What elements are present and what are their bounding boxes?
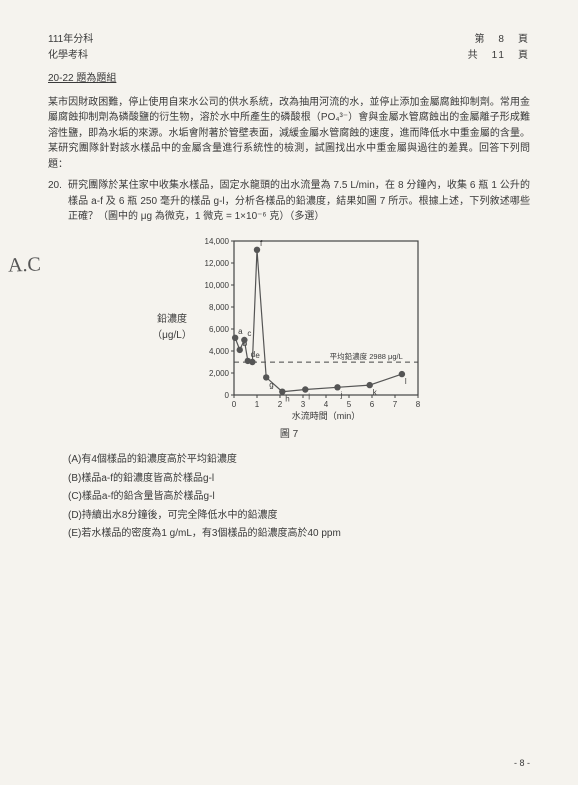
svg-text:l: l (405, 377, 407, 386)
svg-text:平均鉛濃度 2988 μg/L: 平均鉛濃度 2988 μg/L (330, 351, 403, 361)
page-footer: - 8 - (514, 757, 530, 771)
svg-text:2,000: 2,000 (209, 369, 230, 378)
option-b: (B)樣品a-f的鉛濃度皆高於樣品g-l (68, 471, 530, 487)
question-20: 20. 研究團隊於某住家中收集水樣品，固定水龍頭的出水流量為 7.5 L/min… (48, 178, 530, 225)
svg-text:8,000: 8,000 (209, 303, 230, 312)
svg-text:6,000: 6,000 (209, 325, 230, 334)
svg-text:c: c (247, 329, 251, 338)
svg-text:4,000: 4,000 (209, 347, 230, 356)
page-num: 第 8 頁 (474, 32, 530, 48)
question-text: 研究團隊於某住家中收集水樣品，固定水龍頭的出水流量為 7.5 L/min，在 8… (68, 178, 530, 225)
header-right: 第 8 頁 共 11 頁 (468, 32, 530, 63)
page-header: 111年分科 化學考科 第 8 頁 共 11 頁 (48, 32, 530, 63)
year-subject: 111年分科 (48, 32, 93, 48)
subject-name: 化學考科 (48, 48, 93, 64)
option-e: (E)若水樣品的密度為1 g/mL，有3個樣品的鉛濃度高於40 ppm (68, 526, 530, 542)
svg-text:12,000: 12,000 (204, 259, 229, 268)
figure-7: 鉛濃度 （μg/L） 02,0004,0006,0008,00010,00012… (48, 233, 530, 423)
svg-text:10,000: 10,000 (204, 281, 229, 290)
svg-text:h: h (285, 394, 289, 403)
svg-text:14,000: 14,000 (204, 237, 229, 246)
group-heading: 20-22 題為題組 (48, 71, 530, 87)
option-c: (C)樣品a-f的鉛含量皆高於樣品g-l (68, 489, 530, 505)
option-d: (D)持續出水8分鐘後，可完全降低水中的鉛濃度 (68, 508, 530, 524)
svg-text:6: 6 (370, 400, 375, 409)
option-a: (A)有4個樣品的鉛濃度高於平均鉛濃度 (68, 452, 530, 468)
svg-text:f: f (260, 238, 263, 247)
passage: 某市因財政困難，停止使用自來水公司的供水系統，改為抽用河流的水，並停止添加金屬腐… (48, 95, 530, 173)
svg-text:0: 0 (224, 391, 229, 400)
svg-text:2: 2 (278, 400, 283, 409)
chart-svg: 0 2,000 4,000 6,000 8,000 10,000 12,000 14,000 0… (196, 233, 426, 423)
header-left: 111年分科 化學考科 (48, 32, 93, 63)
svg-text:e: e (255, 351, 260, 360)
y-axis-label: 鉛濃度 （μg/L） (152, 312, 192, 343)
options: (A)有4個樣品的鉛濃度高於平均鉛濃度 (B)樣品a-f的鉛濃度皆高於樣品g-l… (68, 452, 530, 542)
svg-text:1: 1 (255, 400, 260, 409)
svg-text:3: 3 (301, 400, 306, 409)
handwritten-answer: A.C (7, 249, 41, 281)
svg-text:水流時間（min）: 水流時間（min） (292, 410, 361, 421)
svg-text:g: g (269, 380, 273, 389)
svg-text:i: i (308, 392, 310, 401)
svg-text:0: 0 (232, 400, 237, 409)
svg-text:k: k (373, 388, 378, 397)
total-pages: 共 11 頁 (468, 48, 530, 64)
svg-text:7: 7 (393, 400, 398, 409)
svg-text:a: a (238, 326, 243, 335)
svg-text:8: 8 (416, 400, 421, 409)
svg-text:4: 4 (324, 400, 329, 409)
svg-text:5: 5 (347, 400, 352, 409)
figure-caption: 圖 7 (48, 427, 530, 443)
svg-text:j: j (339, 390, 342, 399)
question-number: 20. (48, 178, 68, 225)
